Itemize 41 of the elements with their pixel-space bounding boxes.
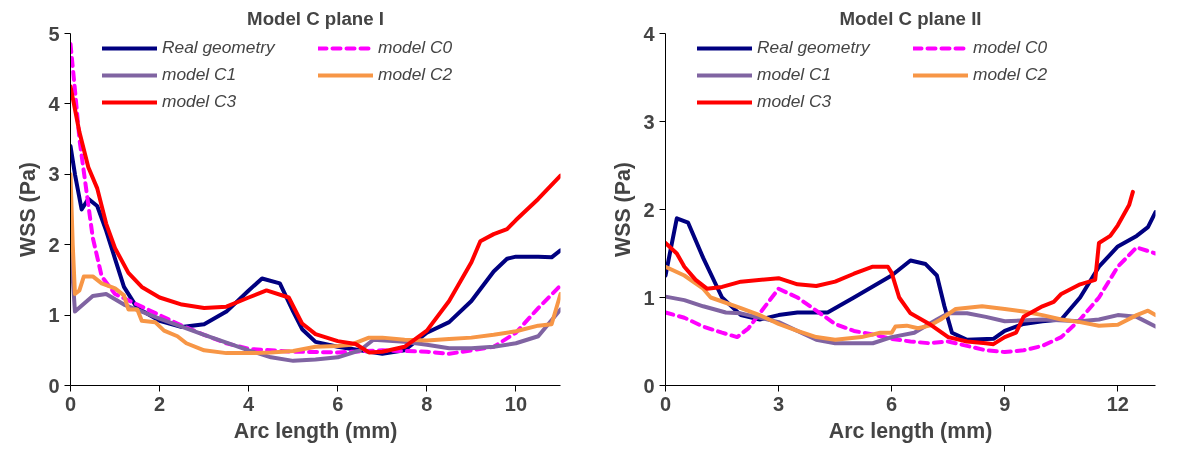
legend-label: Real geometry xyxy=(162,37,277,58)
y-tick-label: 4 xyxy=(643,22,656,45)
line-series xyxy=(665,264,1156,342)
legend-label: model C0 xyxy=(378,37,454,58)
x-tick-label: 6 xyxy=(886,392,898,415)
y-tick-label: 4 xyxy=(48,92,61,115)
x-tick-label: 4 xyxy=(243,392,256,415)
legend-label: model C1 xyxy=(757,64,833,85)
chart-title: Model C plane II xyxy=(839,7,982,29)
legend-label: model C1 xyxy=(162,64,238,85)
x-tick-label: 6 xyxy=(332,392,344,415)
x-tick-label: 2 xyxy=(154,392,166,415)
x-tick-label: 8 xyxy=(421,392,433,415)
line-series xyxy=(665,245,1156,355)
x-tick-label: 3 xyxy=(773,392,785,415)
legend-label: model C3 xyxy=(757,91,833,112)
y-tick-label: 0 xyxy=(643,374,655,397)
legend-label: Real geometry xyxy=(757,37,872,58)
y-axis-title: WSS (Pa) xyxy=(611,162,636,257)
x-tick-label: 12 xyxy=(1106,392,1129,415)
x-tick-label: 0 xyxy=(659,392,672,415)
legend-label: model C3 xyxy=(162,91,238,112)
x-tick-label: 10 xyxy=(504,392,528,415)
y-tick-label: 1 xyxy=(643,286,655,309)
y-tick-label: 3 xyxy=(48,163,60,186)
chart-title: Model C plane I xyxy=(247,7,384,29)
y-tick-label: 1 xyxy=(48,304,60,327)
x-axis-title: Arc length (mm) xyxy=(828,418,993,443)
y-tick-label: 0 xyxy=(48,374,60,397)
y-tick-label: 2 xyxy=(643,198,655,221)
legend-label: model C0 xyxy=(973,37,1049,58)
y-tick-label: 2 xyxy=(48,233,60,256)
y-tick-label: 5 xyxy=(48,22,60,45)
x-axis-title: Arc length (mm) xyxy=(233,418,398,443)
legend-label: model C2 xyxy=(378,64,454,85)
line-series xyxy=(665,189,1135,347)
x-tick-label: 0 xyxy=(64,392,77,415)
legend-label: model C2 xyxy=(973,64,1049,85)
y-axis-title: WSS (Pa) xyxy=(16,162,41,257)
x-tick-label: 9 xyxy=(999,392,1011,415)
y-tick-label: 3 xyxy=(643,110,655,133)
